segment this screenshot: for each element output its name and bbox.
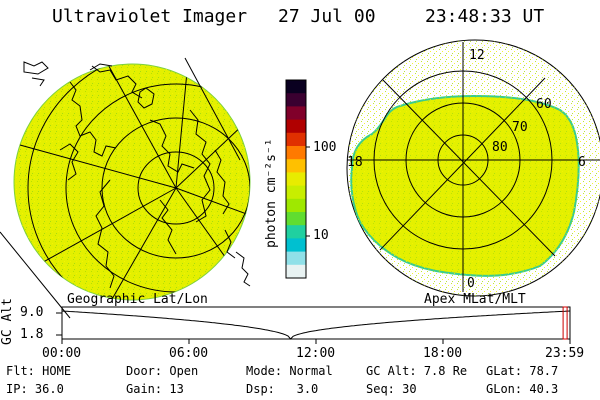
image-texture-right (347, 40, 600, 296)
lon-line (175, 187, 250, 300)
info-gc-alt: GC Alt: 7.8 Re (366, 364, 468, 378)
lat-circle (101, 117, 250, 259)
coastline (159, 199, 177, 255)
lat-label-80: 80 (492, 140, 508, 155)
colorbar-segment (286, 159, 306, 173)
colorbar-segment (286, 132, 306, 147)
coastline (23, 61, 49, 75)
apex-polar-plot (346, 39, 600, 297)
info-gain: Gain: 13 (126, 382, 184, 396)
info-glat: GLat: 78.7 (486, 364, 559, 378)
timeline-ymin: 1.8 (20, 327, 44, 342)
colorbar-segment (286, 93, 306, 107)
lat-circle (137, 151, 215, 225)
coastline (224, 229, 236, 259)
colorbar-segment (286, 198, 306, 213)
lat-label-70: 70 (512, 120, 528, 135)
lat-label-60: 60 (536, 97, 552, 112)
info-flt: Flt: HOME (6, 364, 72, 378)
colorbar-segment (286, 212, 306, 226)
colorbar-segment (286, 146, 306, 160)
mlt-label-18: 18 (347, 155, 363, 170)
mlt-line (382, 79, 556, 257)
timeline-ymax: 9.0 (20, 305, 44, 320)
coastline (214, 149, 230, 215)
altitude-curve (61, 310, 571, 340)
colorbar-frame (285, 79, 307, 279)
coastline (69, 81, 117, 157)
lon-line (19, 144, 177, 189)
info-seq: Seq: 30 (366, 382, 417, 396)
colorbar-segment (286, 238, 306, 253)
mlt-line (379, 77, 546, 251)
info-dsp: Dsp: 3.0 (246, 382, 319, 396)
colorbar-segment (286, 119, 306, 134)
info-glon: GLon: 40.3 (486, 382, 559, 396)
colorbar-unit-label: photon cm⁻²s⁻¹ (264, 138, 279, 248)
lon-line (19, 187, 177, 276)
apex-label: Apex MLat/MLT (424, 292, 526, 307)
terminator-line (0, 231, 71, 319)
colorbar-segment (286, 264, 306, 279)
timeline-frame (61, 306, 571, 340)
lat-circle (27, 64, 250, 300)
colorbar-segment (286, 172, 306, 187)
mlt-label-0: 0 (467, 276, 475, 291)
colorbar-segment (286, 251, 306, 266)
lon-line (175, 187, 250, 231)
colorbar-tick-label: 10 (313, 228, 329, 243)
current-time-marker (562, 306, 568, 340)
lon-line (99, 187, 177, 300)
coastline (137, 87, 155, 109)
x-tick-label: 06:00 (169, 346, 209, 361)
image-texture-left (14, 64, 250, 300)
x-tick-label: 12:00 (296, 346, 336, 361)
info-mode: Mode: Normal (246, 364, 333, 378)
coastline (91, 65, 143, 99)
coastline (189, 109, 211, 223)
altitude-timeline (56, 306, 571, 344)
coastline (59, 143, 79, 181)
x-tick-label: 18:00 (423, 346, 463, 361)
colorbar-segment (286, 106, 306, 121)
outer-coastlines (0, 57, 251, 319)
lon-line (99, 64, 177, 189)
coastline (89, 63, 113, 71)
time-label: 23:48:33 UT (425, 6, 545, 27)
polar-grid (347, 42, 600, 292)
colorbar-tick-label: 100 (313, 140, 337, 155)
info-ip: IP: 36.0 (6, 382, 64, 396)
geographic-label: Geographic Lat/Lon (67, 292, 208, 307)
colorbar-segment (286, 80, 306, 94)
info-door: Door: Open (126, 364, 199, 378)
mlt-label-12: 12 (469, 48, 485, 63)
terminator-line (184, 57, 241, 161)
lon-line (175, 89, 250, 189)
instrument-title: Ultraviolet Imager (52, 6, 248, 27)
coastline (31, 77, 45, 87)
colorbar-segment (286, 225, 306, 239)
coastlines (59, 65, 236, 289)
x-tick-label: 00:00 (42, 346, 82, 361)
timeline-ylabel: GC Alt (0, 298, 15, 345)
mlt-label-6: 6 (578, 155, 586, 170)
color-bar (285, 79, 307, 279)
coastline (235, 251, 251, 287)
coastline (149, 119, 195, 173)
date-label: 27 Jul 00 (278, 6, 376, 27)
coastline (95, 179, 115, 289)
colorbar-segment (286, 185, 306, 200)
x-tick-label: 23:59 (545, 346, 585, 361)
timeline-x-ticks (61, 339, 571, 344)
geographic-map (0, 57, 251, 319)
